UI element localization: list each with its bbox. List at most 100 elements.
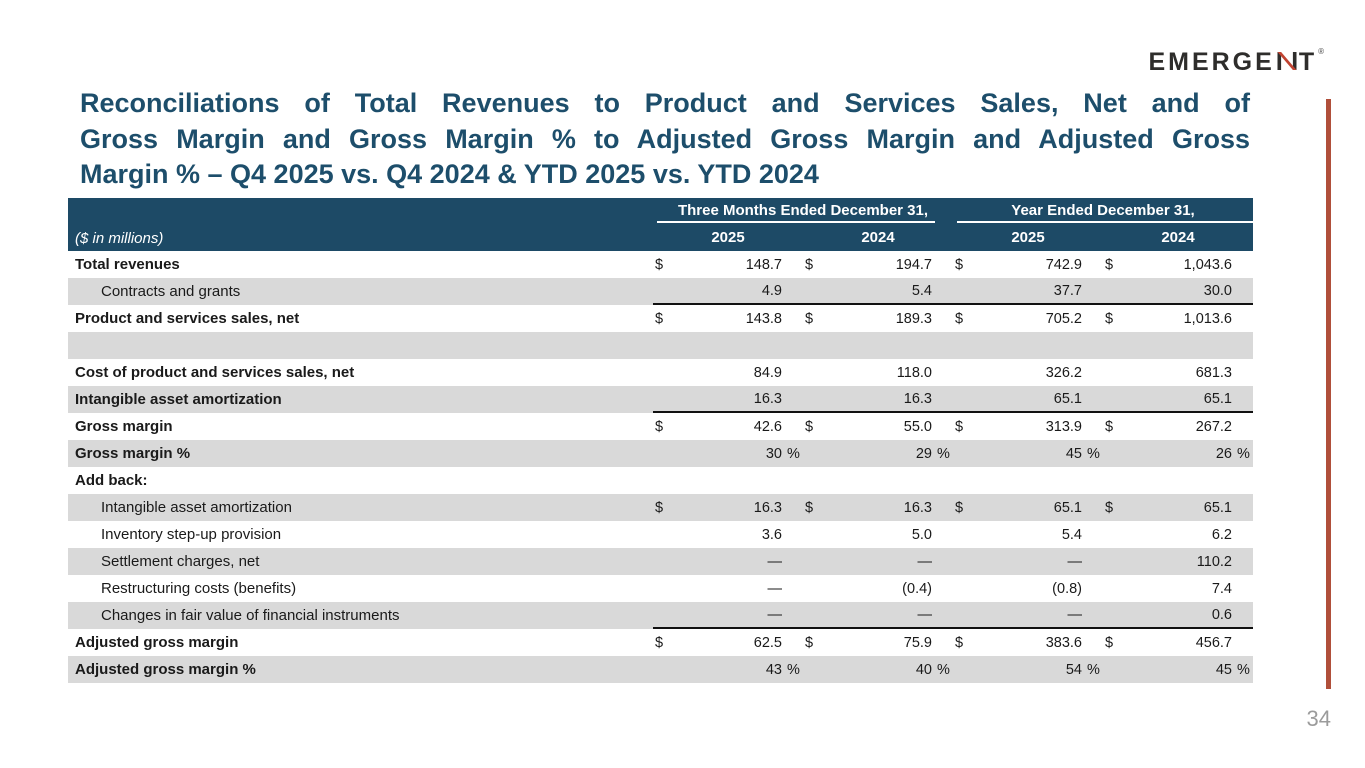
title-line-2: Gross Margin and Gross Margin % to Adjus… bbox=[80, 123, 1250, 154]
value-cell: 29% bbox=[803, 440, 953, 467]
col-year-q-2024: 2024 bbox=[861, 229, 895, 246]
value-cell: — bbox=[803, 548, 953, 575]
cell-value: 148.7 bbox=[745, 256, 782, 273]
value-cell: $62.5 bbox=[653, 629, 803, 656]
dollar-sign: $ bbox=[805, 499, 814, 516]
value-cell: $267.2 bbox=[1103, 413, 1253, 440]
percent-sign: % bbox=[1087, 445, 1100, 462]
value-cell bbox=[1103, 332, 1253, 359]
value-cell: (0.8) bbox=[953, 575, 1103, 602]
value-cell bbox=[803, 332, 953, 359]
row-label: Adjusted gross margin % bbox=[75, 661, 256, 678]
value-cell: 5.4 bbox=[803, 278, 953, 305]
col-group-year-ended: Year Ended December 31, bbox=[953, 198, 1253, 224]
table-spacer-row bbox=[68, 332, 1253, 359]
value-cell: $75.9 bbox=[803, 629, 953, 656]
cell-value: (0.8) bbox=[1052, 580, 1082, 597]
value-cell bbox=[953, 467, 1103, 494]
dollar-sign: $ bbox=[805, 310, 814, 327]
cell-value: 45 bbox=[1065, 445, 1082, 462]
value-cell: 37.7 bbox=[953, 278, 1103, 305]
dollar-sign: $ bbox=[955, 499, 964, 516]
cell-value: 194.7 bbox=[895, 256, 932, 273]
value-cell: — bbox=[953, 548, 1103, 575]
value-cell: $55.0 bbox=[803, 413, 953, 440]
cell-value: 55.0 bbox=[903, 418, 932, 435]
column-years: 2025 2024 2025 2024 bbox=[653, 224, 1253, 251]
cell-value: 681.3 bbox=[1195, 364, 1232, 381]
cell-value: (0.4) bbox=[902, 580, 932, 597]
cell-value: 456.7 bbox=[1195, 634, 1232, 651]
cell-value: 30 bbox=[765, 445, 782, 462]
value-cell: $16.3 bbox=[653, 494, 803, 521]
percent-sign: % bbox=[1237, 445, 1250, 462]
emergent-logo: EMERGE T® bbox=[1148, 47, 1324, 76]
value-cell bbox=[953, 332, 1103, 359]
value-cell: 5.0 bbox=[803, 521, 953, 548]
table-header-columns: Three Months Ended December 31, Year End… bbox=[653, 198, 1253, 251]
value-cell: (0.4) bbox=[803, 575, 953, 602]
value-cell bbox=[653, 332, 803, 359]
logo-trademark: ® bbox=[1318, 47, 1324, 56]
cell-value: 40 bbox=[915, 661, 932, 678]
dollar-sign: $ bbox=[805, 256, 814, 273]
cell-value: 143.8 bbox=[745, 310, 782, 327]
value-cell: $383.6 bbox=[953, 629, 1103, 656]
table-header: ($ in millions) Three Months Ended Decem… bbox=[68, 198, 1253, 251]
cell-value: 3.6 bbox=[761, 526, 782, 543]
cell-value: 0.6 bbox=[1211, 606, 1232, 623]
dollar-sign: $ bbox=[655, 499, 664, 516]
value-cell: $742.9 bbox=[953, 251, 1103, 278]
dollar-sign: $ bbox=[655, 310, 664, 327]
dollar-sign: $ bbox=[1105, 256, 1114, 273]
percent-sign: % bbox=[787, 661, 800, 678]
value-cell: 118.0 bbox=[803, 359, 953, 386]
value-cell: $1,043.6 bbox=[1103, 251, 1253, 278]
value-cell: — bbox=[953, 602, 1103, 629]
row-label: Cost of product and services sales, net bbox=[75, 364, 355, 381]
value-cell: 6.2 bbox=[1103, 521, 1253, 548]
cell-value: 267.2 bbox=[1195, 418, 1232, 435]
cell-value: 43 bbox=[765, 661, 782, 678]
value-cell: 326.2 bbox=[953, 359, 1103, 386]
table-row: Gross margin $42.6 $55.0 $313.9 $267.2 bbox=[68, 413, 1253, 440]
logo-text-pre: EMERGE bbox=[1148, 48, 1275, 76]
cell-value: 5.0 bbox=[911, 526, 932, 543]
cell-value: 42.6 bbox=[753, 418, 782, 435]
cell-value: 65.1 bbox=[1203, 499, 1232, 516]
value-cell: 84.9 bbox=[653, 359, 803, 386]
row-label: Inventory step-up provision bbox=[101, 526, 282, 543]
cell-value: 75.9 bbox=[903, 634, 932, 651]
percent-sign: % bbox=[1087, 661, 1100, 678]
value-cell: $65.1 bbox=[1103, 494, 1253, 521]
value-cell: — bbox=[803, 602, 953, 629]
percent-sign: % bbox=[937, 445, 950, 462]
cell-value: — bbox=[917, 553, 933, 570]
column-group-titles: Three Months Ended December 31, Year End… bbox=[653, 198, 1253, 224]
value-cell: $194.7 bbox=[803, 251, 953, 278]
table-row: Adjusted gross margin $62.5 $75.9 $383.6 $45… bbox=[68, 629, 1253, 656]
row-label: Adjusted gross margin bbox=[75, 634, 239, 651]
value-cell: 45% bbox=[1103, 656, 1253, 683]
value-cell: 65.1 bbox=[953, 386, 1103, 413]
slide-title: Reconciliations of Total Revenues to Pro… bbox=[80, 86, 1250, 193]
logo-n-red-diagonal bbox=[1277, 52, 1297, 70]
table-row: Inventory step-up provision 3.6 5.0 5.4 6.2 bbox=[68, 521, 1253, 548]
value-cell: 3.6 bbox=[653, 521, 803, 548]
cell-value: 5.4 bbox=[1061, 526, 1082, 543]
value-cell: $313.9 bbox=[953, 413, 1103, 440]
cell-value: — bbox=[917, 606, 933, 623]
table-row: Cost of product and services sales, net 8… bbox=[68, 359, 1253, 386]
value-cell: 681.3 bbox=[1103, 359, 1253, 386]
value-cell bbox=[803, 467, 953, 494]
financial-table: ($ in millions) Three Months Ended Decem… bbox=[68, 198, 1253, 683]
value-cell: — bbox=[653, 602, 803, 629]
value-cell: 30.0 bbox=[1103, 278, 1253, 305]
cell-value: 30.0 bbox=[1203, 282, 1232, 299]
dollar-sign: $ bbox=[955, 256, 964, 273]
value-cell: 26% bbox=[1103, 440, 1253, 467]
table-row: Adjusted gross margin % 43% 40% 54% 45% bbox=[68, 656, 1253, 683]
cell-value: 1,013.6 bbox=[1183, 310, 1232, 327]
logo-n-icon bbox=[1277, 52, 1297, 70]
value-cell bbox=[1103, 467, 1253, 494]
